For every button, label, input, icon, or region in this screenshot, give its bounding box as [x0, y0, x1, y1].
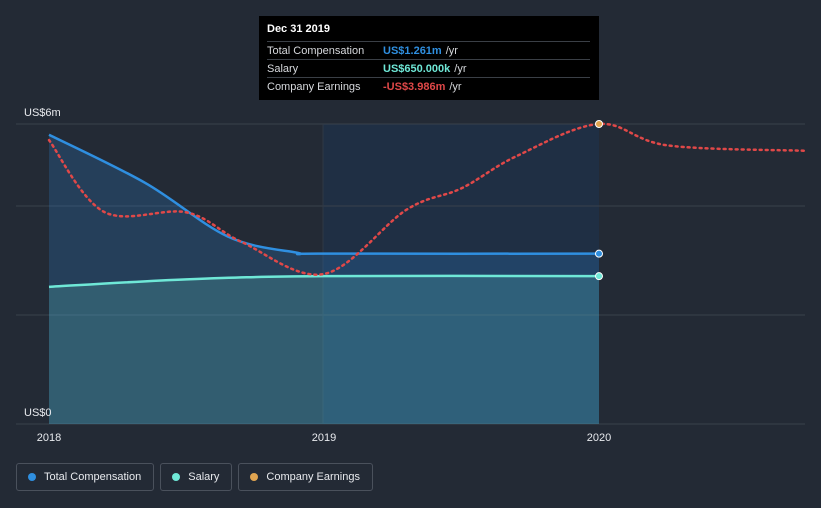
x-tick-label-2020: 2020	[587, 432, 611, 444]
tooltip-label: Company Earnings	[267, 80, 361, 93]
series-markers	[595, 120, 603, 281]
legend-label: Total Compensation	[44, 471, 142, 483]
y-tick-label-max: US$6m	[24, 107, 61, 119]
y-tick-label-min: US$0	[24, 407, 52, 419]
tooltip-value: US$1.261m	[383, 44, 442, 57]
total-compensation-line	[48, 133, 600, 256]
legend-label: Company Earnings	[266, 471, 360, 483]
highlight-band	[323, 124, 599, 424]
total-compensation-area	[49, 134, 599, 424]
legend-item-salary[interactable]: Salary	[160, 463, 233, 491]
legend-label: Salary	[188, 471, 220, 483]
tooltip-row-company-earnings: Company Earnings -US$3.986m /yr	[267, 77, 590, 95]
tooltip-row-total-compensation: Total Compensation US$1.261m /yr	[267, 41, 590, 59]
salary-line	[48, 274, 600, 289]
legend: Total Compensation Salary Company Earnin…	[16, 463, 373, 491]
tooltip-label: Total Compensation	[267, 44, 365, 57]
legend-dot-icon	[28, 473, 36, 481]
legend-item-company-earnings[interactable]: Company Earnings	[238, 463, 373, 491]
tooltip-unit: /yr	[454, 62, 467, 75]
series-lines	[47, 122, 807, 289]
series-areas	[49, 134, 599, 424]
tooltip-unit: /yr	[445, 44, 458, 57]
legend-dot-icon	[172, 473, 181, 481]
x-tick-label-2018: 2018	[37, 432, 61, 444]
tooltip-value: -US$3.986m	[383, 80, 446, 93]
tooltip-title: Dec 31 2019	[267, 23, 330, 35]
tooltip-label: Salary	[267, 62, 299, 75]
legend-item-total-compensation[interactable]: Total Compensation	[16, 463, 155, 491]
salary-marker[interactable]	[595, 272, 603, 281]
tooltip: Dec 31 2019 Total Compensation US$1.261m…	[259, 16, 599, 100]
total-compensation-marker[interactable]	[595, 249, 603, 258]
tooltip-unit: /yr	[449, 80, 462, 93]
company-earnings-line	[47, 122, 807, 276]
tooltip-row-salary: Salary US$650.000k /yr	[267, 59, 590, 77]
legend-dot-icon	[250, 473, 259, 481]
salary-area	[49, 275, 599, 424]
x-tick-label-2019: 2019	[312, 432, 336, 444]
tooltip-value: US$650.000k	[383, 62, 451, 75]
company-earnings-marker[interactable]	[595, 120, 603, 128]
